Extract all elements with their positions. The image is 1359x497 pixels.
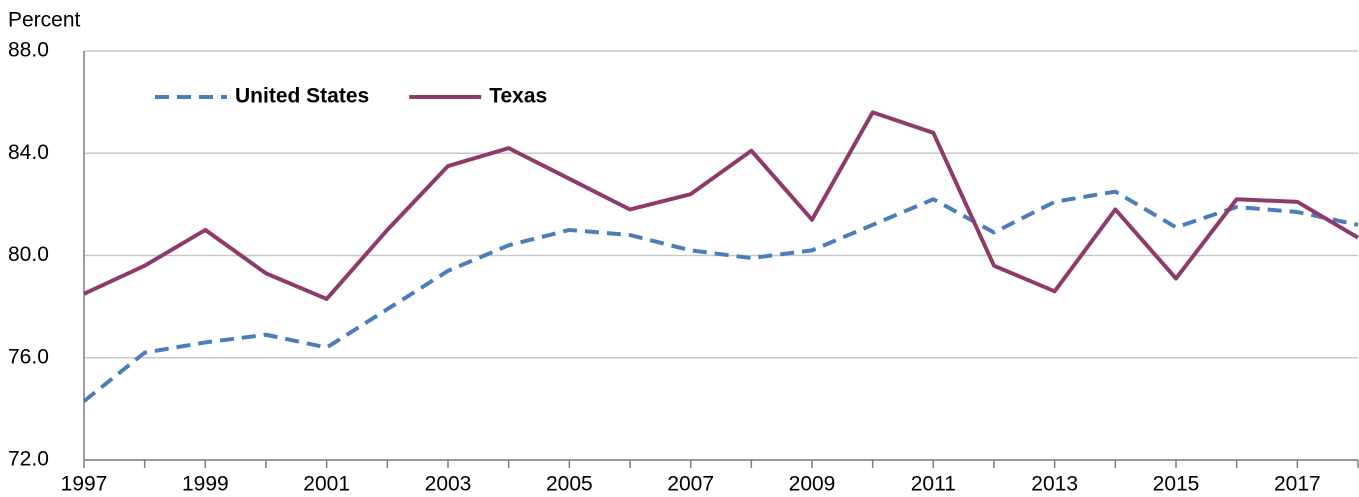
x-tick-label: 2005 <box>546 473 593 496</box>
series-line <box>82 189 1359 403</box>
x-tick-label: 2015 <box>1153 473 1200 496</box>
x-tick-label: 1997 <box>61 473 108 496</box>
legend-label: United States <box>235 85 369 108</box>
y-tick-label: 80.0 <box>8 243 49 266</box>
legend-label: Texas <box>489 85 547 108</box>
x-tick-label: 2007 <box>667 473 714 496</box>
x-tick-label: 2011 <box>911 473 956 496</box>
x-tick-label: 1999 <box>182 473 229 496</box>
x-tick-label: 2017 <box>1274 473 1321 496</box>
series-line <box>83 110 1359 301</box>
y-tick-label: 84.0 <box>8 141 49 164</box>
y-axis-label: Percent <box>8 9 81 32</box>
x-tick-label: 2009 <box>789 473 836 496</box>
x-tick-label: 2003 <box>425 473 472 496</box>
y-tick-label: 72.0 <box>8 448 49 471</box>
x-tick-label: 2001 <box>303 473 350 496</box>
y-tick-label: 76.0 <box>8 345 49 368</box>
x-tick-label: 2013 <box>1031 473 1078 496</box>
y-tick-label: 88.0 <box>8 39 49 62</box>
